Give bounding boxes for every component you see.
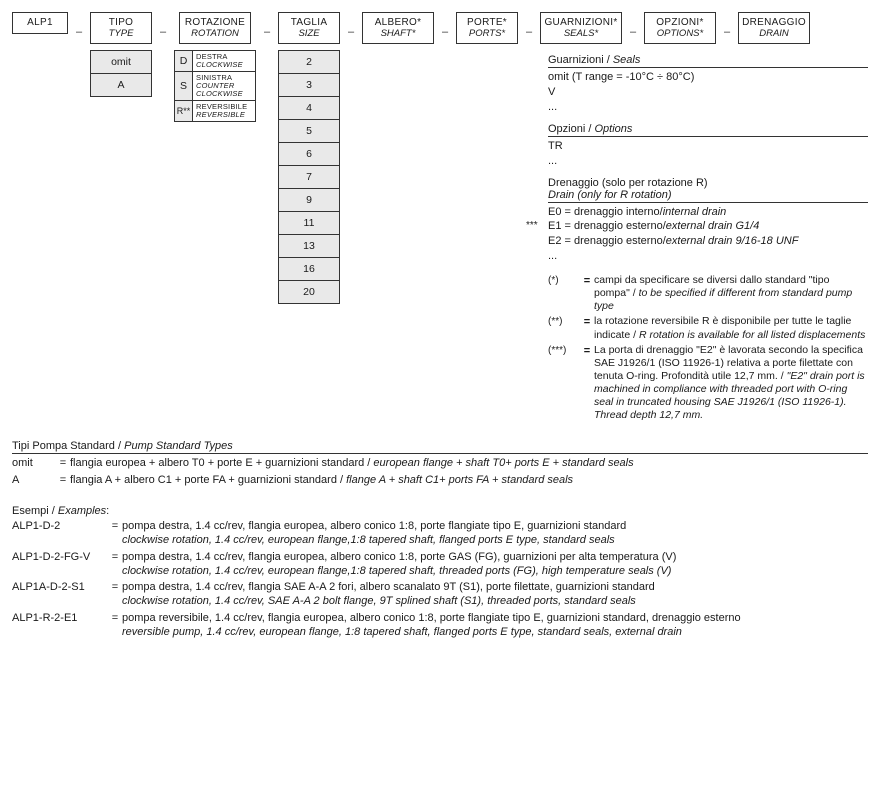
- right-area: GUARNIZIONI* SEALS* – OPZIONI* OPTIONS* …: [540, 12, 868, 422]
- connector: –: [722, 12, 732, 38]
- connector: –: [158, 12, 168, 38]
- header-drenaggio: DRENAGGIO DRAIN: [738, 12, 810, 44]
- drain-line: E2 = drenaggio esterno/external drain 9/…: [548, 234, 868, 249]
- seals-line: omit (T range = -10°C ÷ 80°C): [548, 70, 868, 85]
- example-row: ALP1-R-2-E1=pompa reversibile, 1.4 cc/re…: [12, 611, 868, 640]
- footnote-text: La porta di drenaggio "E2" è lavorata se…: [594, 344, 868, 423]
- example-code: ALP1A-D-2-S1: [12, 580, 108, 609]
- rotation-code: R**: [175, 101, 193, 121]
- options-title: Opzioni / Options: [548, 123, 868, 137]
- size-option: 16: [278, 258, 340, 281]
- info-panel: Guarnizioni / Seals omit (T range = -10°…: [548, 44, 868, 422]
- seals-body: omit (T range = -10°C ÷ 80°C) V ...: [548, 68, 868, 117]
- footnote-text: la rotazione reversibile R è disponibile…: [594, 315, 868, 341]
- std-types-section: Tipi Pompa Standard / Pump Standard Type…: [12, 440, 868, 487]
- drain-body: E0 = drenaggio interno/internal drain **…: [548, 203, 868, 266]
- std-type-row: omit=flangia europea + albero T0 + porte…: [12, 456, 868, 470]
- example-code: ALP1-D-2: [12, 519, 108, 548]
- connector: –: [628, 12, 638, 38]
- example-code: ALP1-D-2-FG-V: [12, 550, 108, 579]
- rotation-option: R** REVERSIBILE REVERSIBLE: [174, 101, 256, 122]
- header-alp1-label: ALP1: [15, 17, 65, 29]
- header-opzioni: OPZIONI* OPTIONS*: [644, 12, 716, 44]
- connector: –: [440, 12, 450, 38]
- options-line: ...: [548, 154, 868, 169]
- footnote-marker: (***): [548, 344, 580, 356]
- connector: –: [262, 12, 272, 38]
- drain-line: *** E1 = drenaggio esterno/external drai…: [548, 219, 868, 234]
- size-option: 3: [278, 74, 340, 97]
- examples-title: Esempi / Examples:: [12, 505, 868, 517]
- col-albero: ALBERO* SHAFT*: [362, 12, 434, 44]
- rotation-code: S: [175, 72, 193, 100]
- std-type-text: flangia A + albero C1 + porte FA + guarn…: [70, 473, 868, 487]
- header-taglia: TAGLIA SIZE: [278, 12, 340, 44]
- std-type-key: omit: [12, 456, 56, 470]
- col-porte: PORTE* PORTS*: [456, 12, 518, 44]
- header-albero: ALBERO* SHAFT*: [362, 12, 434, 44]
- example-text: pompa destra, 1.4 cc/rev, flangia europe…: [122, 550, 868, 579]
- seals-title: Guarnizioni / Seals: [548, 54, 868, 68]
- rotation-code: D: [175, 51, 193, 71]
- size-option: 5: [278, 120, 340, 143]
- seals-line: V: [548, 85, 868, 100]
- header-porte: PORTE* PORTS*: [456, 12, 518, 44]
- header-guarnizioni: GUARNIZIONI* SEALS*: [540, 12, 622, 44]
- rotation-desc: DESTRA CLOCKWISE: [193, 51, 255, 71]
- example-row: ALP1-D-2=pompa destra, 1.4 cc/rev, flang…: [12, 519, 868, 548]
- footnote: (*)=campi da specificare se diversi dall…: [548, 274, 868, 313]
- col-alp1: ALP1: [12, 12, 68, 34]
- options-body: TR ...: [548, 137, 868, 171]
- footnote: (***)=La porta di drenaggio "E2" è lavor…: [548, 344, 868, 423]
- example-text: pompa reversibile, 1.4 cc/rev, flangia e…: [122, 611, 868, 640]
- size-option: 9: [278, 189, 340, 212]
- header-tipo: TIPO TYPE: [90, 12, 152, 44]
- rotation-desc: SINISTRA COUNTER CLOCKWISE: [193, 72, 255, 100]
- tipo-option: omit: [90, 50, 152, 74]
- connector: –: [346, 12, 356, 38]
- example-text: pompa destra, 1.4 cc/rev, flangia europe…: [122, 519, 868, 548]
- col-rotazione: ROTAZIONE ROTATION D DESTRA CLOCKWISE S …: [174, 12, 256, 122]
- header-alp1: ALP1: [12, 12, 68, 34]
- example-row: ALP1-D-2-FG-V=pompa destra, 1.4 cc/rev, …: [12, 550, 868, 579]
- size-option: 6: [278, 143, 340, 166]
- examples-section: Esempi / Examples: ALP1-D-2=pompa destra…: [12, 505, 868, 639]
- example-text: pompa destra, 1.4 cc/rev, flangia SAE A-…: [122, 580, 868, 609]
- footnote-marker: (**): [548, 315, 580, 327]
- header-rotazione: ROTAZIONE ROTATION: [179, 12, 251, 44]
- example-row: ALP1A-D-2-S1=pompa destra, 1.4 cc/rev, f…: [12, 580, 868, 609]
- example-code: ALP1-R-2-E1: [12, 611, 108, 640]
- size-option: 20: [278, 281, 340, 304]
- rotation-option: D DESTRA CLOCKWISE: [174, 50, 256, 72]
- std-type-text: flangia europea + albero T0 + porte E + …: [70, 456, 868, 470]
- footnote-marker: (*): [548, 274, 580, 286]
- std-type-row: A=flangia A + albero C1 + porte FA + gua…: [12, 473, 868, 487]
- connector: –: [524, 12, 534, 38]
- drain-more: ...: [548, 249, 868, 264]
- selector-diagram: ALP1 – TIPO TYPE omit A – ROTAZIONE ROTA…: [12, 12, 868, 422]
- col-taglia: TAGLIA SIZE 234567911131620: [278, 12, 340, 304]
- size-option: 13: [278, 235, 340, 258]
- tipo-option: A: [90, 74, 152, 97]
- footnote-text: campi da specificare se diversi dallo st…: [594, 274, 868, 313]
- footnote: (**)=la rotazione reversibile R è dispon…: [548, 315, 868, 341]
- connector: –: [74, 12, 84, 38]
- rotation-option: S SINISTRA COUNTER CLOCKWISE: [174, 72, 256, 101]
- size-option: 11: [278, 212, 340, 235]
- seals-line: ...: [548, 100, 868, 115]
- size-option: 4: [278, 97, 340, 120]
- size-option: 2: [278, 50, 340, 74]
- std-type-key: A: [12, 473, 56, 487]
- size-option: 7: [278, 166, 340, 189]
- options-line: TR: [548, 139, 868, 154]
- rotation-desc: REVERSIBILE REVERSIBLE: [193, 101, 255, 121]
- col-tipo: TIPO TYPE omit A: [90, 12, 152, 97]
- triple-star-icon: ***: [526, 219, 538, 233]
- std-types-title: Tipi Pompa Standard / Pump Standard Type…: [12, 440, 868, 454]
- drain-title: Drenaggio (solo per rotazione R) Drain (…: [548, 177, 868, 203]
- drain-line: E0 = drenaggio interno/internal drain: [548, 205, 868, 220]
